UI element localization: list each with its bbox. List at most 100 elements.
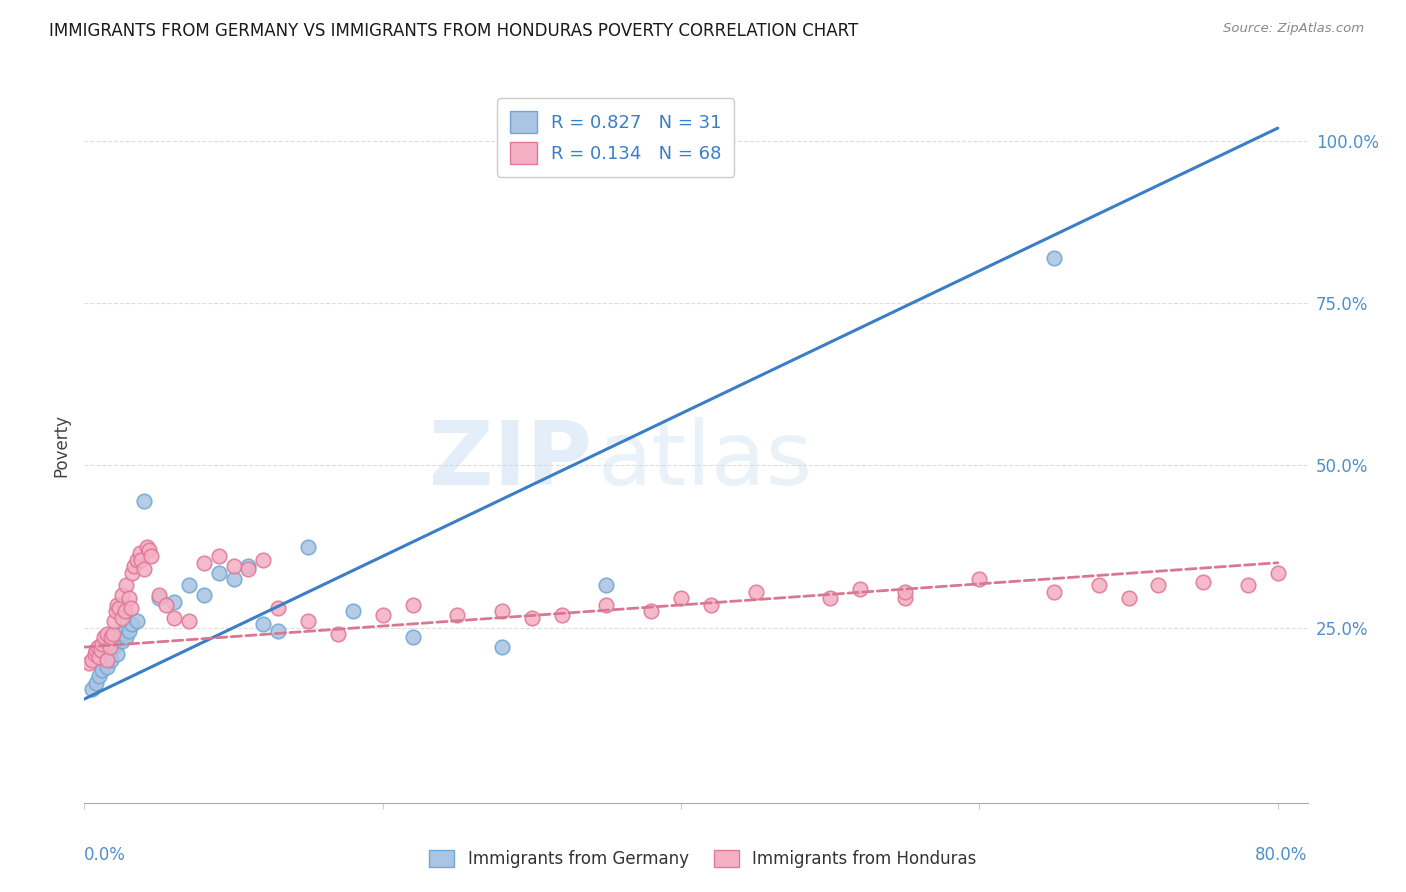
Point [371,607,394,622]
Point [595,598,617,612]
Point [491,640,513,654]
Point [700,598,723,612]
Point [1043,251,1066,265]
Text: atlas: atlas [598,417,813,504]
Point [1118,591,1140,606]
Point [267,624,290,638]
Point [894,585,917,599]
Point [163,595,186,609]
Point [136,540,159,554]
Point [120,601,142,615]
Point [222,572,245,586]
Point [1147,578,1170,592]
Point [297,614,319,628]
Point [222,559,245,574]
Y-axis label: Poverty: Poverty [52,415,70,477]
Point [125,614,148,628]
Point [595,578,617,592]
Point [446,607,468,622]
Text: Source: ZipAtlas.com: Source: ZipAtlas.com [1223,22,1364,36]
Point [894,591,917,606]
Point [818,591,841,606]
Point [83,647,105,661]
Point [91,637,114,651]
Point [104,604,127,618]
Point [148,588,170,602]
Point [1043,585,1066,599]
Point [401,598,423,612]
Point [90,643,112,657]
Point [252,552,274,566]
Point [238,562,260,576]
Point [115,578,138,592]
Point [111,633,134,648]
Point [84,643,107,657]
Point [118,624,141,638]
Point [111,588,134,602]
Point [551,607,574,622]
Point [115,631,138,645]
Point [177,614,200,628]
Point [100,653,122,667]
Point [141,549,163,564]
Point [101,627,124,641]
Text: ZIP: ZIP [429,417,592,504]
Point [491,604,513,618]
Point [93,631,115,645]
Point [177,578,200,592]
Point [103,614,125,628]
Point [89,649,111,664]
Point [193,588,215,602]
Point [132,562,155,576]
Point [138,542,160,557]
Point [669,591,692,606]
Point [207,566,229,580]
Point [84,675,107,690]
Point [122,559,145,574]
Point [207,549,229,564]
Point [163,611,186,625]
Point [96,653,118,667]
Point [80,682,103,697]
Point [114,604,136,618]
Point [1237,578,1260,592]
Point [148,591,170,606]
Point [849,582,872,596]
Point [107,601,129,615]
Point [91,663,114,677]
Point [100,631,122,645]
Point [155,598,177,612]
Point [1267,566,1289,580]
Point [77,657,100,671]
Text: IMMIGRANTS FROM GERMANY VS IMMIGRANTS FROM HONDURAS POVERTY CORRELATION CHART: IMMIGRANTS FROM GERMANY VS IMMIGRANTS FR… [49,22,859,40]
Point [326,627,349,641]
Point [969,572,991,586]
Point [252,617,274,632]
Point [89,669,111,683]
Point [111,627,134,641]
Point [1087,578,1109,592]
Point [640,604,662,618]
Point [96,647,118,661]
Text: 0.0%: 0.0% [84,846,127,863]
Point [87,640,110,654]
Point [105,647,128,661]
Legend: R = 0.827   N = 31, R = 0.134   N = 68: R = 0.827 N = 31, R = 0.134 N = 68 [498,98,734,177]
Point [744,585,766,599]
Point [103,640,125,654]
Point [118,591,141,606]
Point [129,552,152,566]
Point [297,540,319,554]
Point [342,604,364,618]
Point [267,601,290,615]
Point [1192,575,1215,590]
Point [105,598,128,612]
Point [111,611,134,625]
Point [96,627,118,641]
Point [401,631,423,645]
Point [121,617,143,632]
Point [121,566,143,580]
Point [520,611,543,625]
Point [193,556,215,570]
Point [125,552,148,566]
